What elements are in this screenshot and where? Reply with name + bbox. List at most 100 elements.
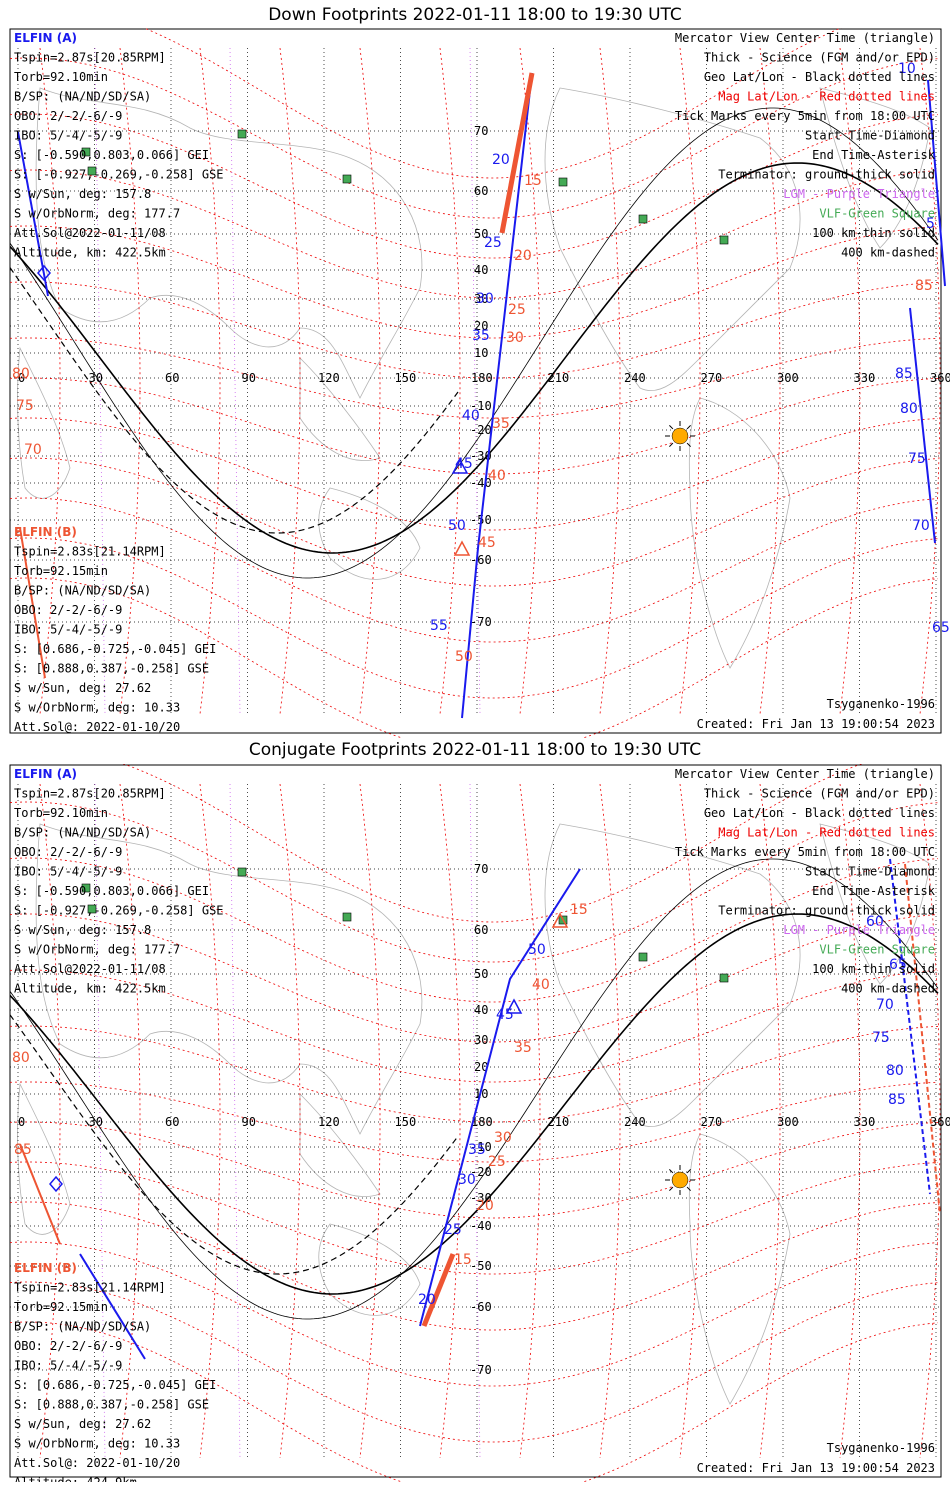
legend-line: 400 km-dashed [841,982,935,996]
continent-outline [299,357,381,461]
elfin-a-time-tick: 85 [895,366,913,382]
elfin-b-info-line: Torb=92.15min [14,564,108,578]
lon-tick-label: 330 [854,371,876,385]
lgm-line [94,783,106,1459]
mag-latitude-line [9,113,939,259]
elfin-a-info-line: Torb=92.10min [14,806,108,820]
elfin-b-name: ELFIN (B) [14,525,77,539]
continents-layer [17,87,931,669]
conjugate-panel-title: Conjugate Footprints 2022-01-11 18:00 to… [248,740,702,760]
legend-line: LGM - Purple Triangle [783,923,935,937]
lon-tick-label: 120 [318,371,340,385]
sun-ray [669,425,674,430]
created-label: Created: Fri Jan 13 19:00:54 2023 [697,717,935,731]
elfin-b-track [19,527,46,679]
elfin-a-time-tick: 45 [496,1007,514,1023]
lon-tick-label: 300 [777,371,799,385]
terminator-100km [9,858,939,1320]
vlf-station-square [87,166,97,176]
lat-tick-label: -70 [470,615,492,629]
mag-latitude-line [9,377,939,475]
elfin-a-name: ELFIN (A) [14,31,77,45]
lat-tick-label: 50 [474,227,488,241]
elfin-b-info-line: IBO: 5/-4/-5/-9 [14,623,122,637]
elfin-b-time-tick: 70 [24,442,42,458]
lon-tick-label: 150 [395,371,417,385]
vlf-station-square [558,177,568,187]
map-frame [9,764,942,1478]
legend-line: Terminator: ground-thick solid [718,168,935,182]
lon-tick-label: 60 [165,371,179,385]
elfin-a-time-tick: 30 [476,291,494,307]
vlf-station-square [342,174,352,184]
elfin-a-info-line: Att.Sol@2022-01-11/08 [14,226,166,240]
lat-tick-label: 70 [474,124,488,138]
lat-tick-label: -10 [470,1140,492,1154]
mag-longitude-line [119,783,141,1459]
legend-line: Tick Marks every 5min from 18:00 UTC [675,109,935,123]
elfin-a-time-tick: 80 [900,401,918,417]
lon-tick-label: 180 [471,371,493,385]
mag-longitude-line [39,783,61,1459]
elfin-b-info-line: Tspin=2.83s[21.14RPM] [14,1281,166,1295]
geo-grid [10,48,941,714]
lat-tick-label: 60 [474,184,488,198]
vlf-station-square [638,214,648,224]
center-time-triangle-b [551,912,569,928]
lon-tick-label: 210 [548,1115,570,1129]
elfin-b-time-tick: 80 [12,366,30,382]
continent-outline [299,1093,381,1197]
lat-tick-label: 40 [474,263,488,277]
elfin-b-time-tick: 40 [532,977,550,993]
legend-line: Geo Lat/Lon - Black dotted lines [704,70,935,84]
elfin-b-track [19,1143,61,1245]
lat-tick-label: 30 [474,292,488,306]
elfin-a-info-line: IBO: 5/-4/-5/-9 [14,865,122,879]
elfin-a-time-tick: 35 [468,1142,486,1158]
vlf-station-square [87,904,97,914]
model-label: Tsyganenko-1996 [827,1441,935,1455]
elfin-a-info-line: S: [-0.590,0.803,0.066] GEI [14,884,209,898]
elfin-b-info-line: S: [0.686,-0.725,-0.045] GEI [14,1378,216,1392]
elfin-a-time-tick: 20 [418,1292,436,1308]
mag-longitude-line [359,783,381,1459]
elfin-b-time-tick: 40 [488,468,506,484]
continent-outline [17,1082,71,1235]
elfin-b-info-line: S: [0.888,0.387,-0.258] GSE [14,1398,209,1412]
created-label: Created: Fri Jan 13 19:00:54 2023 [697,1461,935,1475]
lon-tick-label: 270 [701,371,723,385]
mag-latitude-line [9,577,939,738]
continent-outline [318,487,421,580]
lgm-line [229,783,241,1459]
legend-line: Thick - Science (FGM and/or EPD) [704,787,935,801]
mag-latitude-line [9,281,939,379]
elfin-a-info-line: OBO: 2/-2/-6/-9 [14,845,122,859]
mag-longitude-line [599,783,621,1459]
continent-outline [819,823,931,985]
legend-line: Thick - Science (FGM and/or EPD) [704,51,935,65]
continent-outline [819,87,931,249]
legend-line: Start Time-Diamond [805,129,935,143]
center-time-triangle-b [453,540,471,556]
mag-latitude-line [9,1241,939,1387]
lat-tick-label: -10 [470,399,492,413]
legend-line: Tick Marks every 5min from 18:00 UTC [675,845,935,859]
elfin-b-time-tick: 35 [514,1040,532,1056]
elfin-a-time-tick: 20 [492,152,510,168]
elfin-a-time-tick: 65 [932,620,950,636]
mag-latitude-line [9,1121,939,1219]
sun-disc [671,1171,689,1189]
elfin-a-time-tick: 25 [444,1222,462,1238]
sun-ray [686,1169,691,1174]
elfin-b-info-line: Torb=92.15min [14,1300,108,1314]
vlf-station-square [342,912,352,922]
elfin-b-info-line: B/SP: (NA/ND/SD/SA) [14,584,151,598]
mag-latitude-line [9,337,939,419]
elfin-a-time-tick: 35 [472,328,490,344]
elfin-b-info-line: Tspin=2.83s[21.14RPM] [14,545,166,559]
lon-tick-label: 330 [854,1115,876,1129]
sun-ray [669,442,674,447]
vlf-station-square [81,883,91,893]
mag-latitude-line [9,969,939,1083]
legend-line: Mercator View Center Time (triangle) [675,767,935,781]
